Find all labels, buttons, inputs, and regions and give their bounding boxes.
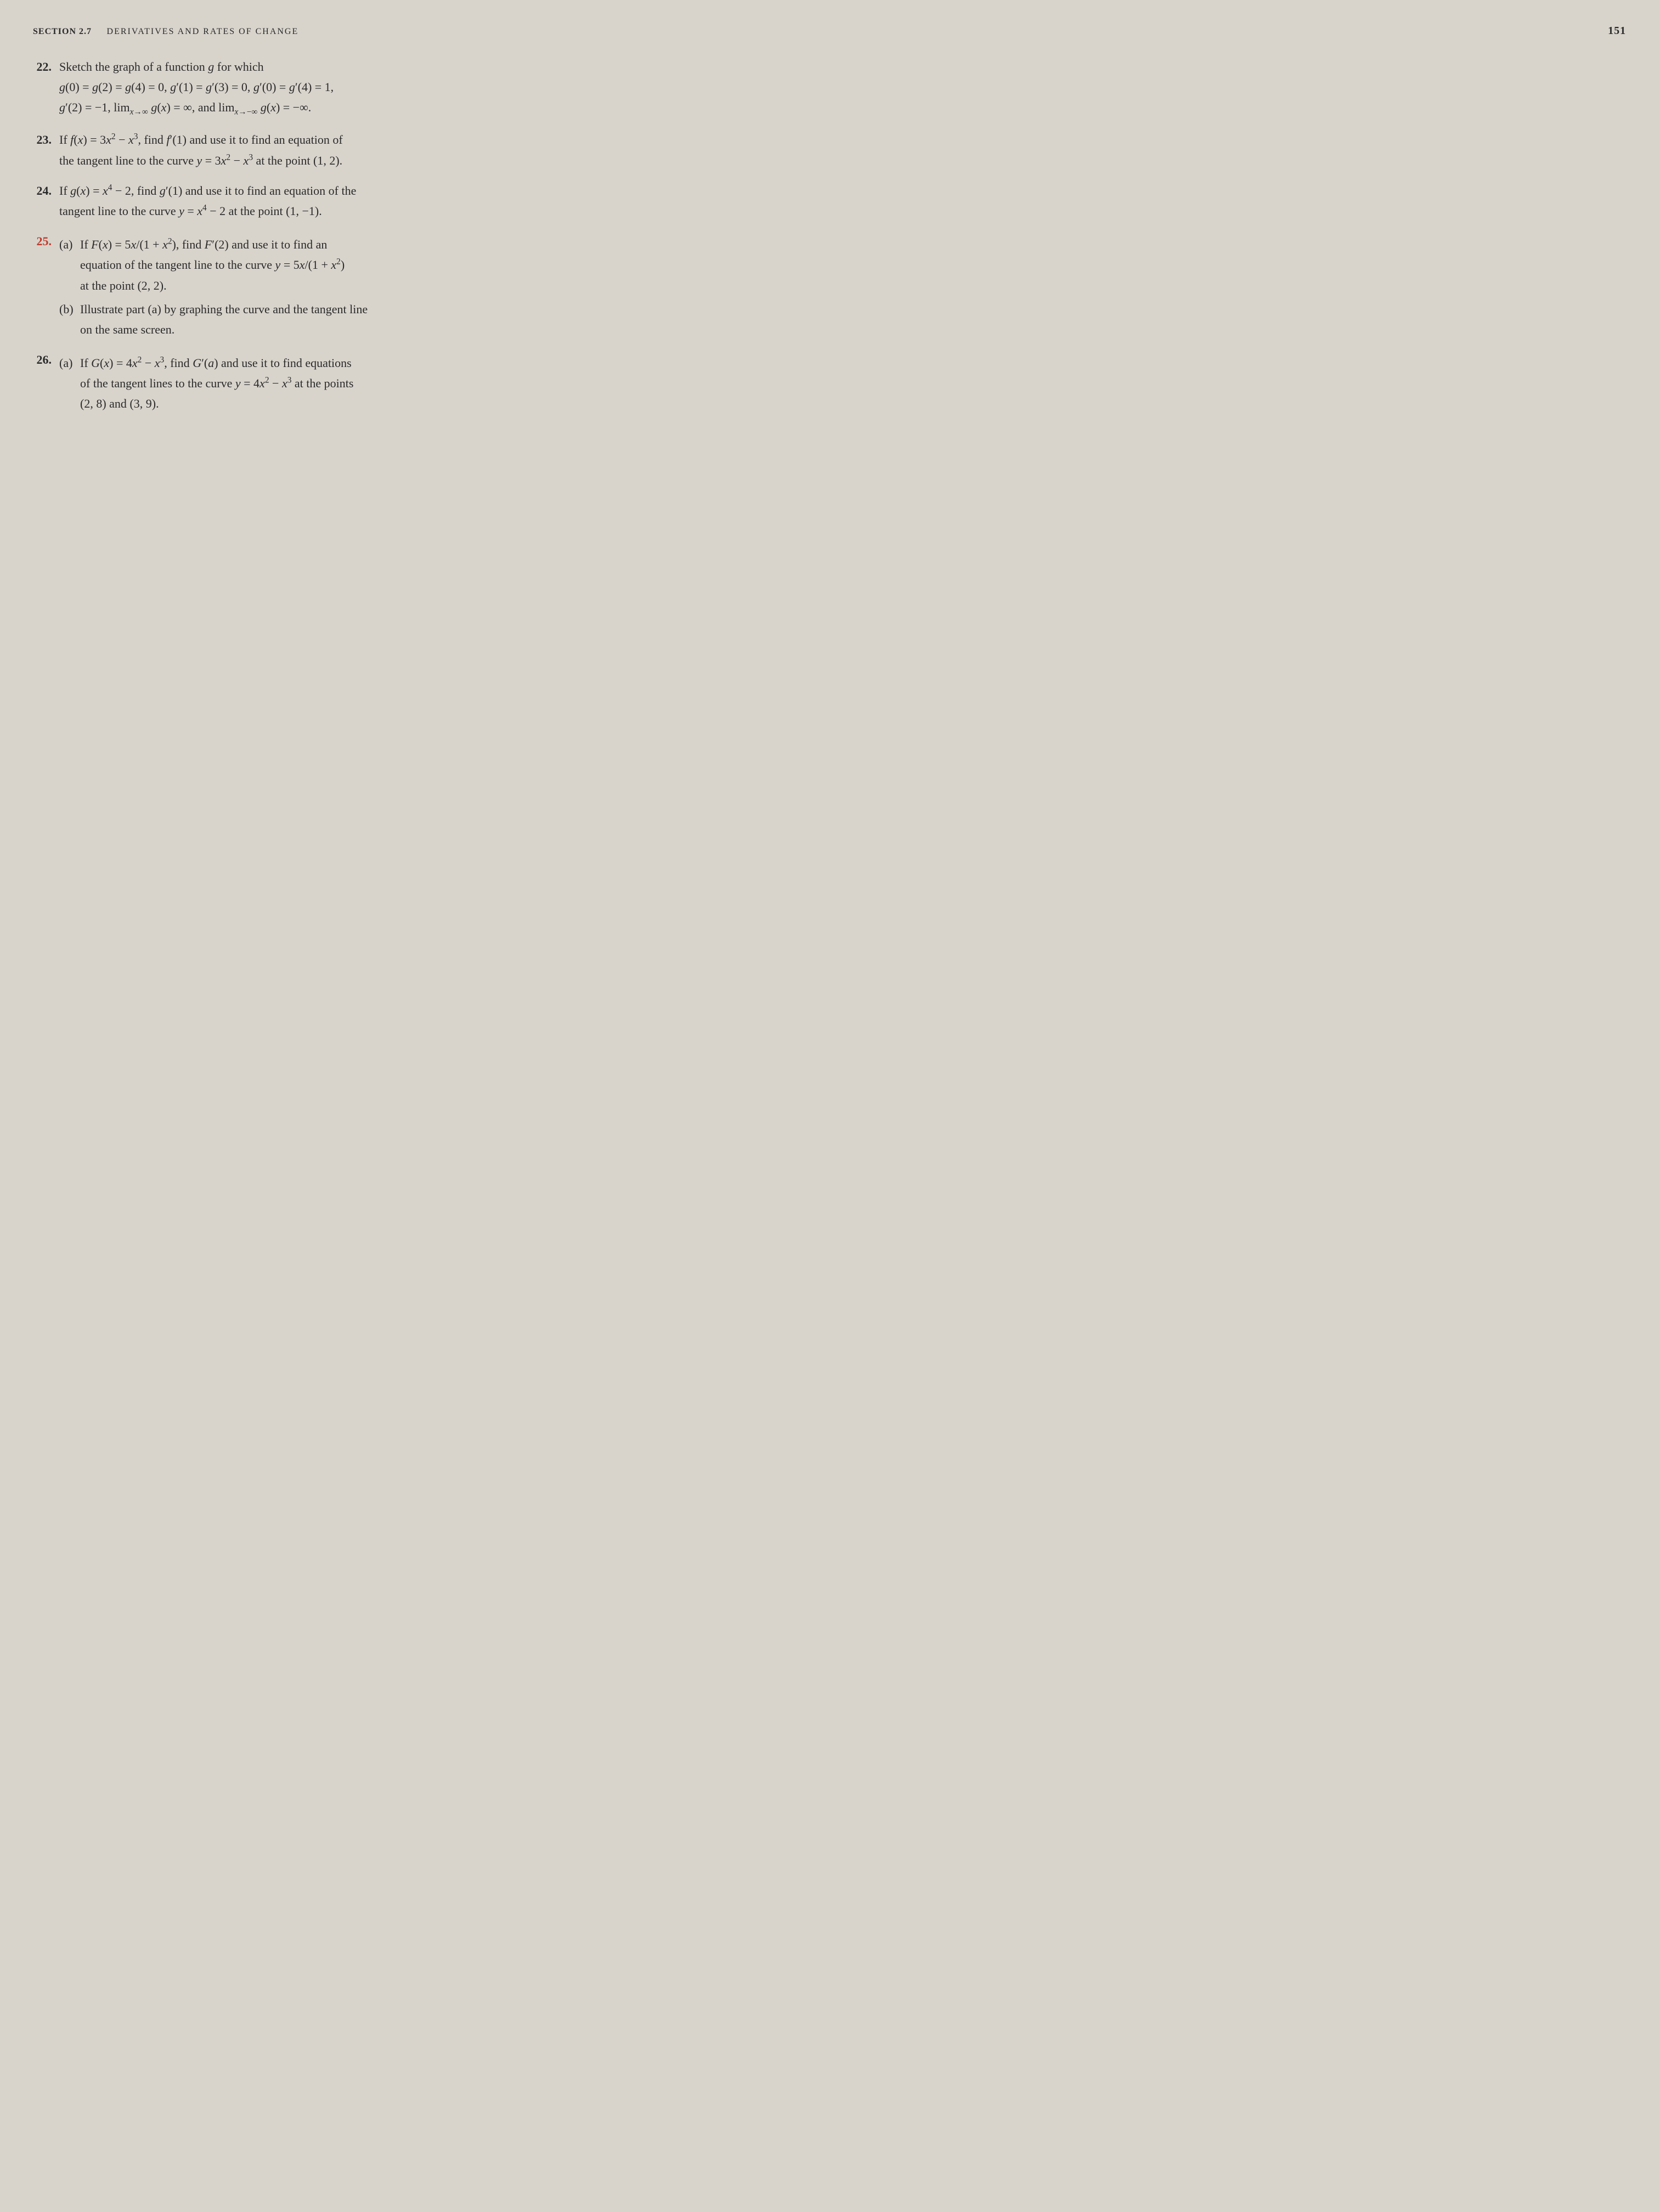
problem-number: 23.: [33, 130, 59, 171]
problem-text: at the point (2, 2).: [80, 276, 1626, 295]
problem-body: (a)If F(x) = 5x/(1 + x2), find F′(2) and…: [59, 232, 1626, 340]
subpart-body: Illustrate part (a) by graphing the curv…: [80, 300, 1626, 340]
problems-list: 22.Sketch the graph of a function g for …: [33, 57, 1626, 415]
problem-text: If F(x) = 5x/(1 + x2), find F′(2) and us…: [80, 235, 1626, 254]
section-label: SECTION 2.7: [33, 27, 92, 36]
subpart-body: If F(x) = 5x/(1 + x2), find F′(2) and us…: [80, 235, 1626, 296]
subpart-label: (a): [59, 353, 80, 415]
problem-text: on the same screen.: [80, 320, 1626, 339]
problem-text: tangent line to the curve y = x4 − 2 at …: [59, 201, 1626, 221]
problem-text: equation of the tangent line to the curv…: [80, 255, 1626, 274]
problem: 22.Sketch the graph of a function g for …: [33, 57, 1626, 120]
problem-number: 26.: [33, 350, 59, 415]
subpart-label: (a): [59, 235, 80, 296]
subpart-label: (b): [59, 300, 80, 340]
problem-text: the tangent line to the curve y = 3x2 − …: [59, 151, 1626, 170]
problem: 26.(a)If G(x) = 4x2 − x3, find G′(a) and…: [33, 350, 1626, 415]
problem: 24.If g(x) = x4 − 2, find g′(1) and use …: [33, 181, 1626, 222]
problem-number: 22.: [33, 57, 59, 120]
problem-subpart: (a)If F(x) = 5x/(1 + x2), find F′(2) and…: [59, 235, 1626, 296]
problem-number: 25.: [33, 232, 59, 340]
problem-text: If g(x) = x4 − 2, find g′(1) and use it …: [59, 181, 1626, 200]
problem-body: Sketch the graph of a function g for whi…: [59, 57, 1626, 120]
problem-subpart: (b)Illustrate part (a) by graphing the c…: [59, 300, 1626, 340]
problem-number: 24.: [33, 181, 59, 222]
problem-text: g′(2) = −1, limx→∞ g(x) = ∞, and limx→−∞…: [59, 98, 1626, 119]
subpart-body: If G(x) = 4x2 − x3, find G′(a) and use i…: [80, 353, 1626, 415]
problem-text: If G(x) = 4x2 − x3, find G′(a) and use i…: [80, 353, 1626, 373]
problem-text: Illustrate part (a) by graphing the curv…: [80, 300, 1626, 319]
problem-text: If f(x) = 3x2 − x3, find f′(1) and use i…: [59, 130, 1626, 149]
problem-text: Sketch the graph of a function g for whi…: [59, 57, 1626, 76]
problem: 25.(a)If F(x) = 5x/(1 + x2), find F′(2) …: [33, 232, 1626, 340]
problem-text: (2, 8) and (3, 9).: [80, 394, 1626, 413]
problem-subpart: (a)If G(x) = 4x2 − x3, find G′(a) and us…: [59, 353, 1626, 415]
section-title: DERIVATIVES AND RATES OF CHANGE: [107, 27, 299, 36]
problem-body: (a)If G(x) = 4x2 − x3, find G′(a) and us…: [59, 350, 1626, 415]
problem-text: g(0) = g(2) = g(4) = 0, g′(1) = g′(3) = …: [59, 77, 1626, 97]
problem-body: If f(x) = 3x2 − x3, find f′(1) and use i…: [59, 130, 1626, 171]
problem: 23.If f(x) = 3x2 − x3, find f′(1) and us…: [33, 130, 1626, 171]
problem-body: If g(x) = x4 − 2, find g′(1) and use it …: [59, 181, 1626, 222]
page-header: SECTION 2.7 DERIVATIVES AND RATES OF CHA…: [33, 22, 1626, 40]
header-left: SECTION 2.7 DERIVATIVES AND RATES OF CHA…: [33, 23, 298, 39]
page-number: 151: [1608, 22, 1626, 40]
problem-text: of the tangent lines to the curve y = 4x…: [80, 374, 1626, 393]
